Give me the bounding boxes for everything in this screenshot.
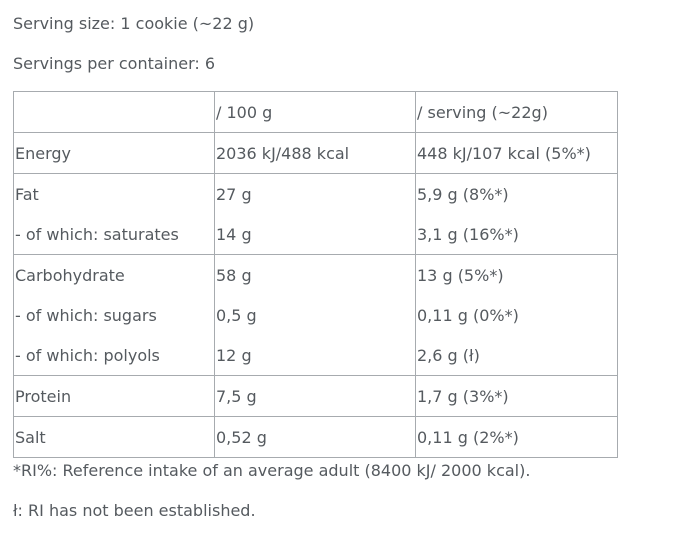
value-per-serving: 5,9 g (8%*) bbox=[415, 173, 618, 214]
value-per-serving: 13 g (5%*) bbox=[415, 254, 618, 295]
table-row: Salt 0,52 g 0,11 g (2%*) bbox=[13, 416, 618, 458]
column-header-per-100g: / 100 g bbox=[214, 91, 416, 133]
footnote-reference-intake: *RI%: Reference intake of an average adu… bbox=[13, 461, 531, 480]
table-row: - of which: polyols 12 g 2,6 g (ł) bbox=[13, 335, 618, 376]
value-per-100g: 12 g bbox=[214, 335, 416, 376]
nutrition-table-body: / 100 g / serving (~22g) Energy 2036 kJ/4… bbox=[13, 91, 618, 458]
column-header-nutrient bbox=[13, 91, 215, 133]
value-per-100g: 2036 kJ/488 kcal bbox=[214, 132, 416, 174]
table-row: Energy 2036 kJ/488 kcal 448 kJ/107 kcal (5… bbox=[13, 132, 618, 174]
value-per-serving: 3,1 g (16%*) bbox=[415, 214, 618, 255]
value-per-serving: 1,7 g (3%*) bbox=[415, 375, 618, 417]
nutrient-name: Carbohydrate bbox=[13, 254, 215, 295]
table-row: Fat 27 g 5,9 g (8%*) bbox=[13, 173, 618, 214]
value-per-100g: 7,5 g bbox=[214, 375, 416, 417]
table-row: - of which: sugars 0,5 g 0,11 g (0%*) bbox=[13, 295, 618, 335]
nutrient-name: - of which: sugars bbox=[13, 295, 215, 335]
value-per-100g: 0,52 g bbox=[214, 416, 416, 458]
table-row: Protein 7,5 g 1,7 g (3%*) bbox=[13, 375, 618, 417]
value-per-serving: 2,6 g (ł) bbox=[415, 335, 618, 376]
serving-size: Serving size: 1 cookie (~22 g) bbox=[13, 14, 255, 33]
nutrient-name: Energy bbox=[13, 132, 215, 174]
value-per-100g: 14 g bbox=[214, 214, 416, 255]
footnote-not-established: ł: RI has not been established. bbox=[13, 501, 256, 520]
value-per-serving: 0,11 g (2%*) bbox=[415, 416, 618, 458]
nutrient-name: Salt bbox=[13, 416, 215, 458]
column-header-per-serving: / serving (~22g) bbox=[415, 91, 618, 133]
nutrition-table: / 100 g / serving (~22g) Energy 2036 kJ/4… bbox=[13, 91, 618, 458]
value-per-100g: 0,5 g bbox=[214, 295, 416, 335]
nutrient-name: - of which: polyols bbox=[13, 335, 215, 376]
value-per-serving: 0,11 g (0%*) bbox=[415, 295, 618, 335]
nutrient-name: Fat bbox=[13, 173, 215, 214]
table-row: Carbohydrate 58 g 13 g (5%*) bbox=[13, 254, 618, 295]
servings-per-container: Servings per container: 6 bbox=[13, 54, 216, 73]
nutrient-name: - of which: saturates bbox=[13, 214, 215, 255]
table-header-row: / 100 g / serving (~22g) bbox=[13, 91, 618, 133]
value-per-serving: 448 kJ/107 kcal (5%*) bbox=[415, 132, 618, 174]
value-per-100g: 58 g bbox=[214, 254, 416, 295]
table-row: - of which: saturates 14 g 3,1 g (16%*) bbox=[13, 214, 618, 255]
value-per-100g: 27 g bbox=[214, 173, 416, 214]
nutrient-name: Protein bbox=[13, 375, 215, 417]
